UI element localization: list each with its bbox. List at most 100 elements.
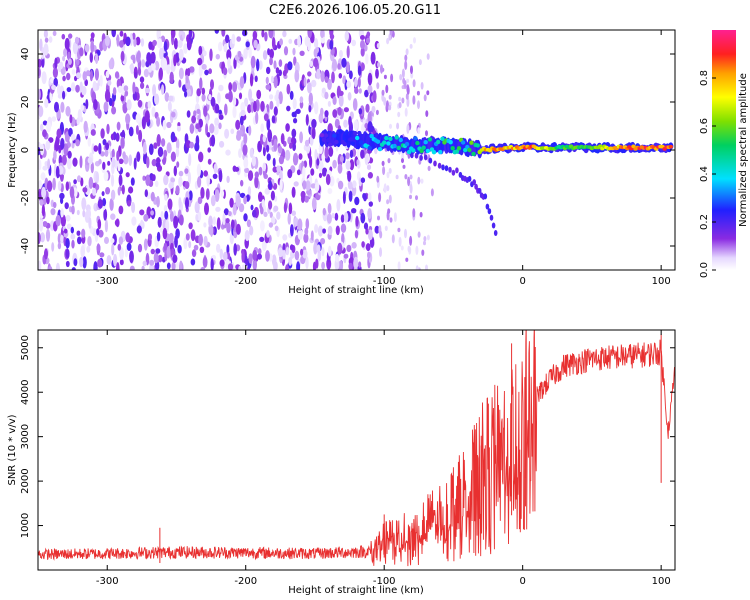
noise-cell [252,209,257,218]
noise-cell [260,133,264,145]
noise-cell [214,117,220,127]
noise-cell [309,60,314,67]
noise-cell [317,225,324,237]
tail-cell [493,230,498,236]
signal-cell [467,147,472,153]
noise-cell [81,228,86,238]
noise-cell [206,173,210,187]
signal-cell [394,135,399,140]
noise-cell [144,87,151,94]
noise-cell [338,90,344,97]
tail-cell [472,179,477,186]
noise-cell [66,157,72,170]
noise-cell [74,36,80,45]
noise-cell [128,186,134,194]
noise-cell [116,34,120,47]
noise-cell [48,266,53,270]
noise-cell [161,84,165,95]
noise-cell [70,133,76,141]
noise-cell [70,233,76,240]
noise-cell [83,120,88,133]
colorbar-tick-label: 0.4 [699,166,710,182]
noise-cell [63,48,68,57]
noise-cell [343,211,349,223]
noise-cell [269,100,274,110]
signal-cell [460,140,466,145]
noise-cell [138,129,143,143]
noise-cell [38,180,42,190]
noise-cell [365,37,371,44]
noise-cell [327,100,331,107]
noise-cell [328,146,334,157]
noise-cell [376,42,380,49]
figure-title: C2E6.2026.106.05.20.G11 [269,3,441,18]
noise-cell [177,244,182,254]
noise-cell [51,242,55,252]
noise-cell [171,261,176,270]
noise-cell [295,108,301,115]
noise-cell [386,199,390,205]
noise-cell [417,100,420,110]
signal-cell [425,148,430,154]
noise-cell [140,219,144,228]
noise-cell [401,97,405,104]
noise-cell [197,196,203,205]
noise-cell [139,209,145,216]
noise-cell [399,74,403,81]
noise-cell [87,157,93,164]
snr-x-ticks: -300 -200 -100 0 100 [96,330,671,587]
noise-cell [63,228,68,234]
noise-cell [225,218,230,224]
noise-cell [136,225,142,234]
noise-cell [45,140,51,151]
noise-cell [311,118,317,129]
noise-cell [167,101,172,112]
noise-cell [197,211,202,222]
signal-cell [404,141,410,147]
signal-cell [436,139,441,145]
noise-cell [396,122,400,130]
noise-cell [65,260,70,268]
noise-cell [261,199,265,208]
noise-cell [187,171,192,185]
noise-cell [184,181,190,190]
signal-cell [427,137,433,142]
noise-cell [133,157,137,170]
noise-cell [110,174,115,187]
noise-cell [430,188,434,197]
noise-cell [204,202,209,216]
noise-cell [62,75,66,82]
noise-cell [97,219,102,230]
noise-cell [40,232,45,243]
noise-cell [54,101,59,113]
noise-cell [397,111,401,118]
noise-cell [175,185,180,195]
noise-cell [105,70,110,79]
noise-cell [367,251,371,259]
noise-cell [62,90,66,100]
noise-cell [291,186,296,198]
noise-cell [353,256,359,270]
noise-cell [304,227,309,236]
y-tick-label: 20 [20,96,31,109]
snr-line [38,330,675,567]
noise-cell [345,160,351,170]
noise-cell [321,261,325,270]
noise-cell [381,160,385,167]
noise-cell [202,50,207,57]
noise-cell [291,136,295,145]
noise-cell [351,39,357,47]
noise-cell [178,197,182,208]
noise-cell [250,204,254,211]
noise-cell [278,155,284,165]
noise-cell [46,196,50,205]
noise-cell [142,260,147,267]
noise-cell [367,192,372,203]
signal-cell [325,138,331,143]
noise-cell [135,36,141,46]
noise-cell [314,149,318,160]
noise-cell [292,47,296,56]
noise-cell [268,200,273,210]
noise-cell [44,98,49,109]
noise-cell [98,142,102,155]
